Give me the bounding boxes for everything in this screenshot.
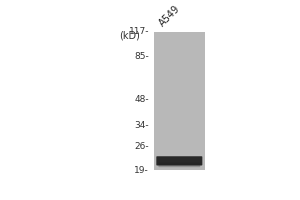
Text: 117-: 117-: [129, 27, 149, 36]
Text: 19-: 19-: [134, 166, 149, 175]
Text: 48-: 48-: [134, 95, 149, 104]
Text: 34-: 34-: [134, 121, 149, 130]
Bar: [154, 32, 205, 170]
Text: 85-: 85-: [134, 52, 149, 61]
FancyBboxPatch shape: [156, 156, 202, 165]
Text: A549: A549: [157, 4, 182, 29]
Text: (kD): (kD): [119, 30, 140, 40]
FancyBboxPatch shape: [158, 163, 200, 167]
Text: 26-: 26-: [134, 142, 149, 151]
